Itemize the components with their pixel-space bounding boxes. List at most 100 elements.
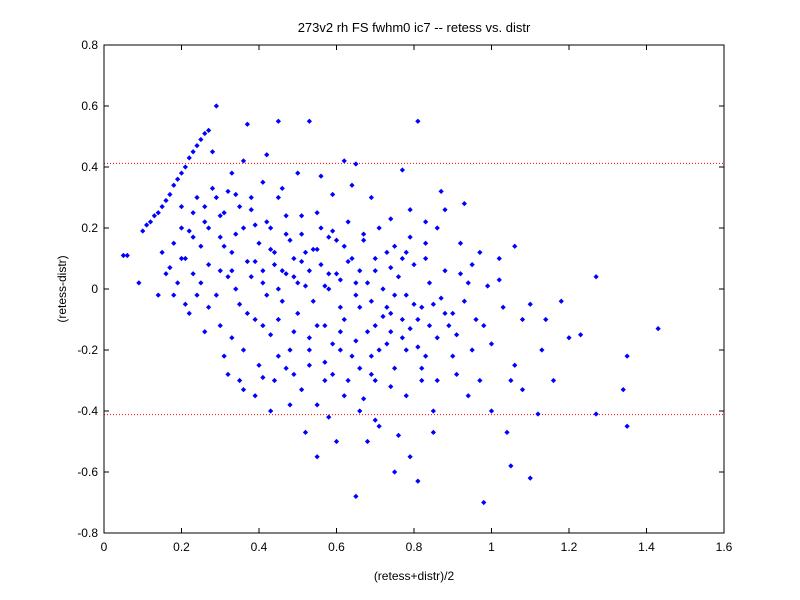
data-point	[209, 149, 216, 155]
data-point	[271, 377, 278, 384]
data-point	[392, 469, 398, 475]
data-point	[256, 362, 262, 368]
data-point	[217, 234, 223, 240]
y-tick-label: 0.2	[81, 221, 98, 235]
data-point	[469, 261, 475, 268]
data-point	[155, 210, 161, 216]
data-point	[333, 438, 340, 445]
data-point	[620, 387, 626, 393]
data-point	[380, 286, 386, 292]
data-point	[279, 185, 285, 191]
data-point	[182, 255, 188, 262]
data-point	[299, 258, 305, 265]
data-point	[434, 225, 440, 231]
data-point	[361, 237, 367, 243]
data-point	[593, 274, 599, 280]
data-point	[624, 423, 630, 429]
data-point	[326, 414, 332, 420]
data-point	[260, 280, 266, 286]
data-point	[291, 329, 297, 335]
data-point	[275, 194, 281, 201]
data-point	[423, 353, 429, 359]
data-point	[465, 393, 471, 399]
data-point	[151, 213, 157, 219]
data-point	[438, 188, 444, 195]
data-point	[240, 158, 247, 164]
data-point	[225, 188, 231, 195]
data-point	[318, 261, 324, 268]
data-point	[364, 438, 371, 445]
x-tick-label: 1.6	[716, 540, 733, 554]
data-point	[368, 194, 374, 201]
data-point	[457, 271, 464, 277]
data-point	[209, 185, 216, 191]
data-point	[283, 231, 289, 237]
data-point	[190, 271, 196, 277]
data-point	[314, 454, 320, 460]
data-point	[442, 207, 448, 213]
data-point	[159, 249, 165, 256]
data-point	[144, 222, 150, 228]
data-point	[252, 393, 258, 399]
data-point	[244, 310, 250, 317]
data-point	[275, 118, 281, 124]
data-point	[550, 377, 557, 384]
data-point	[233, 286, 239, 292]
y-tick-label: -0.4	[77, 404, 98, 418]
data-point	[566, 335, 572, 341]
data-point	[213, 103, 219, 109]
data-point	[415, 344, 421, 350]
data-point	[388, 383, 394, 390]
x-axis-ticks: 0 0.2 0.4 0.6 0.8 1 1.2 1.4 1.6	[101, 45, 733, 554]
data-point	[213, 292, 219, 298]
x-tick-label: 0.6	[328, 540, 345, 554]
data-point	[136, 280, 142, 286]
data-point	[395, 432, 402, 439]
data-point	[260, 374, 266, 381]
data-point	[175, 176, 181, 182]
data-point	[372, 417, 378, 423]
data-point	[364, 280, 371, 286]
data-point	[353, 338, 359, 344]
data-point	[488, 408, 495, 414]
data-point	[399, 316, 405, 323]
data-point	[539, 347, 545, 353]
data-point	[310, 246, 316, 252]
data-point	[349, 353, 355, 359]
data-point	[198, 243, 204, 249]
data-point	[376, 423, 382, 429]
data-point	[248, 207, 254, 213]
data-point	[268, 408, 274, 414]
data-point	[186, 310, 192, 317]
data-point	[213, 194, 219, 201]
data-point	[124, 252, 130, 259]
data-point	[624, 353, 630, 359]
y-tick-label: -0.2	[77, 343, 98, 357]
data-point	[314, 246, 320, 252]
data-point	[318, 225, 324, 231]
data-point	[519, 387, 526, 393]
data-point	[446, 322, 452, 329]
data-point	[237, 204, 243, 210]
data-point	[372, 377, 378, 384]
data-point	[543, 316, 549, 323]
data-point	[295, 280, 301, 286]
data-point	[461, 298, 467, 304]
data-point	[655, 326, 661, 332]
data-point	[527, 301, 533, 307]
data-point	[202, 130, 208, 137]
data-point	[337, 329, 343, 335]
data-point	[171, 292, 177, 298]
data-point	[477, 249, 483, 256]
data-point	[341, 158, 347, 164]
data-point	[426, 280, 433, 286]
data-point	[481, 322, 487, 329]
data-point	[368, 353, 374, 359]
data-point	[504, 429, 510, 435]
data-point	[481, 499, 487, 506]
data-point	[345, 377, 351, 384]
data-point	[419, 377, 425, 384]
data-point	[237, 301, 243, 307]
data-point	[361, 396, 367, 402]
data-point	[194, 143, 200, 149]
